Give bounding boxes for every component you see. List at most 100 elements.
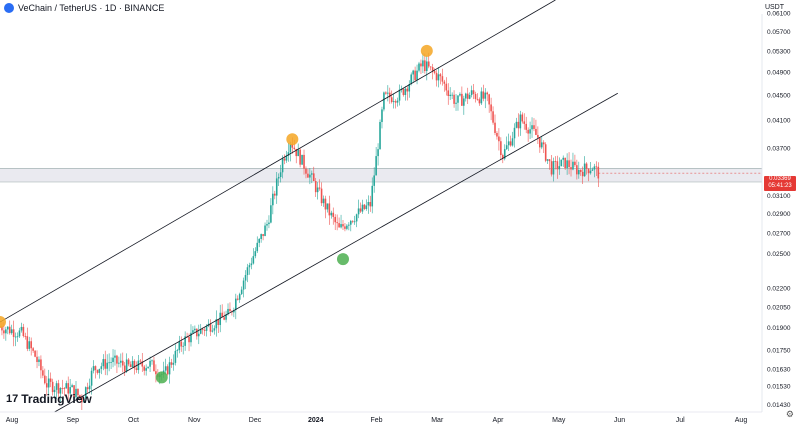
candle-body xyxy=(348,224,350,226)
candle-body xyxy=(537,134,539,138)
candle-body xyxy=(587,168,590,174)
candle-body xyxy=(367,201,370,206)
candle-body xyxy=(77,388,79,396)
candle-body xyxy=(258,239,260,243)
candle-body xyxy=(379,121,381,150)
candle-body xyxy=(344,226,346,229)
candle-body xyxy=(116,355,118,364)
candle-body xyxy=(233,310,235,313)
candle-body xyxy=(273,193,276,196)
candle-body xyxy=(155,371,157,375)
candle-body xyxy=(346,225,348,229)
candle-body xyxy=(492,111,494,123)
candle-body xyxy=(235,298,237,311)
candle-body xyxy=(552,161,555,175)
candle-body xyxy=(381,109,383,122)
candle-body xyxy=(576,165,578,175)
candle-body xyxy=(71,385,73,388)
candle-body xyxy=(194,328,196,331)
candle-body xyxy=(447,90,450,96)
candle-body xyxy=(523,121,526,124)
candle-body xyxy=(123,365,126,372)
candle-body xyxy=(375,156,377,176)
candle-body xyxy=(402,88,405,95)
price-tick-label: 0.03100 xyxy=(767,193,791,200)
candle-body xyxy=(429,66,432,68)
candle-body xyxy=(392,101,395,103)
candle-body xyxy=(24,336,27,337)
brand-name: TradingView xyxy=(21,392,92,406)
candle-body xyxy=(404,88,407,95)
candle-body xyxy=(217,319,220,325)
candle-body xyxy=(47,378,50,388)
candle-body xyxy=(168,362,171,375)
price-tick-label: 0.01530 xyxy=(767,384,791,391)
gear-icon[interactable]: ⚙ xyxy=(785,409,794,419)
currency-unit[interactable]: USDT xyxy=(764,4,784,11)
candle-body xyxy=(328,203,331,216)
candle-body xyxy=(12,329,15,337)
candle-body xyxy=(63,388,66,390)
chart-title: VeChain / TetherUS · 1D · BINANCE xyxy=(18,3,165,13)
candle-body xyxy=(326,203,329,210)
candle-body xyxy=(503,149,506,159)
candle-body xyxy=(6,326,9,330)
candle-body xyxy=(100,366,103,369)
time-tick-label: Jun xyxy=(614,417,625,424)
time-tick-label: Dec xyxy=(249,417,262,424)
candle-body xyxy=(32,348,34,351)
candle-body xyxy=(500,141,502,156)
candle-body xyxy=(433,71,436,73)
price-tick-label: 0.04500 xyxy=(767,93,791,100)
candle-body xyxy=(283,158,286,161)
candle-body xyxy=(201,328,204,330)
candle-body xyxy=(49,378,52,382)
candle-body xyxy=(463,98,465,106)
price-tick-label: 0.03700 xyxy=(767,145,791,152)
candle-body xyxy=(546,159,549,161)
candle-body xyxy=(502,155,504,159)
candle-body xyxy=(566,160,568,169)
candle-body xyxy=(192,330,194,333)
candle-body xyxy=(268,222,270,225)
candle-body xyxy=(427,61,430,67)
candle-body xyxy=(55,383,58,390)
candle-body xyxy=(137,360,140,371)
time-tick-label: May xyxy=(552,417,566,424)
candle-body xyxy=(213,328,216,331)
candle-body xyxy=(390,97,393,103)
candle-body xyxy=(28,341,31,349)
candle-body xyxy=(464,93,467,99)
channel-line-lower xyxy=(54,92,618,413)
candle-body xyxy=(457,95,459,103)
candle-body xyxy=(490,104,492,112)
candle-body xyxy=(480,91,483,104)
candle-body xyxy=(190,332,192,343)
time-tick-label: Jul xyxy=(676,417,685,424)
candle-body xyxy=(472,90,475,95)
candle-body xyxy=(10,329,13,334)
candle-body xyxy=(236,298,239,300)
candle-body xyxy=(420,63,422,67)
candle-body xyxy=(560,159,563,167)
candle-body xyxy=(445,83,448,91)
candle-body xyxy=(578,170,580,175)
candle-body xyxy=(361,204,364,212)
candle-body xyxy=(22,326,25,337)
candle-body xyxy=(320,188,323,204)
candle-body xyxy=(488,94,490,105)
candle-body xyxy=(424,60,426,72)
candle-body xyxy=(53,389,56,393)
candle-body xyxy=(533,125,535,129)
candle-body xyxy=(176,350,179,351)
candle-body xyxy=(570,167,572,170)
candle-body xyxy=(435,72,438,81)
candle-body xyxy=(277,176,280,179)
candle-body xyxy=(203,329,206,331)
candle-body xyxy=(125,359,128,372)
candle-body xyxy=(540,142,543,148)
candle-body xyxy=(425,61,428,72)
candle-body xyxy=(14,336,17,338)
candle-body xyxy=(8,326,11,334)
